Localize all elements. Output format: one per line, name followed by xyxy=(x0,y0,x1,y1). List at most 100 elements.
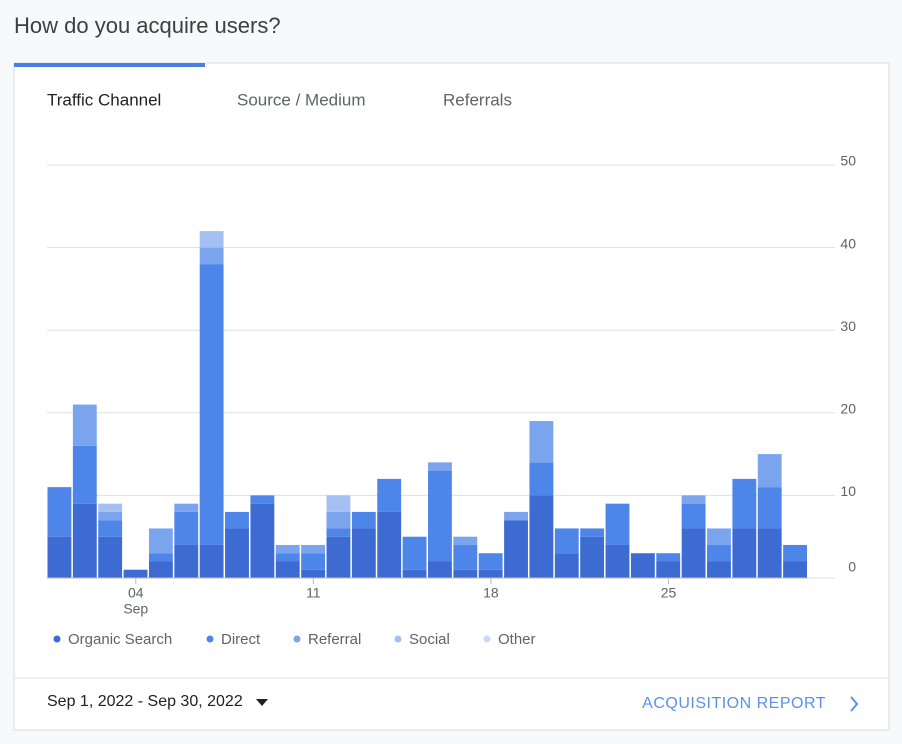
bar-segment xyxy=(351,511,376,529)
bar-segment xyxy=(98,520,123,537)
bar-segment xyxy=(402,536,427,570)
bar-segment xyxy=(174,503,199,512)
legend-dot xyxy=(483,635,491,643)
bar-segment xyxy=(681,528,706,578)
bar-segment xyxy=(732,478,757,529)
y-tick-label: 20 xyxy=(840,401,856,417)
bar-segment xyxy=(275,561,300,578)
y-tick-label: 30 xyxy=(840,318,856,334)
bar-segment xyxy=(148,553,173,562)
bar-segment xyxy=(656,561,681,578)
bar-segment xyxy=(47,536,72,578)
bar-segment xyxy=(98,503,123,512)
x-month-label: Sep xyxy=(123,601,148,617)
bar-segment xyxy=(453,536,478,545)
bar-segment xyxy=(757,454,782,488)
bar-segment xyxy=(428,470,452,562)
bar-segment xyxy=(174,544,199,578)
bar-segment xyxy=(605,503,630,545)
y-tick-label: 10 xyxy=(840,483,856,499)
tab[interactable]: Source / Medium xyxy=(237,90,366,109)
x-tick-label: 04 xyxy=(128,585,144,601)
bar-segment xyxy=(402,569,427,578)
legend-label: Referral xyxy=(308,631,361,648)
bar-segment xyxy=(123,569,148,578)
bar-segment xyxy=(72,503,97,578)
bar-segment xyxy=(605,544,630,578)
y-tick-label: 50 xyxy=(840,153,856,169)
chart: 0 10 20 30 40 50 04 11 18 25 Sep Organic Search Dire… xyxy=(47,153,856,648)
bar-segment xyxy=(630,553,655,578)
bar-segment xyxy=(47,487,72,537)
bar-segment xyxy=(301,544,326,554)
bar-segment xyxy=(707,528,731,545)
bar-segment xyxy=(529,495,554,578)
bar-segment xyxy=(377,511,402,578)
bar-segment xyxy=(580,536,605,578)
y-tick-label: 0 xyxy=(848,559,856,575)
bar-segment xyxy=(326,511,351,529)
bar-segment xyxy=(783,544,807,562)
bar-segment xyxy=(681,503,706,529)
bar-segment xyxy=(453,544,478,570)
bar-segment xyxy=(301,553,326,570)
bar-segment xyxy=(225,528,249,578)
bar-segment xyxy=(554,553,579,578)
tab[interactable]: Referrals xyxy=(443,90,512,109)
y-tick-label: 40 xyxy=(840,235,856,251)
bar-segment xyxy=(757,487,782,529)
bar-segment xyxy=(199,544,224,578)
bar-segment xyxy=(326,536,351,578)
legend-label: Social xyxy=(409,631,450,648)
bar-segment xyxy=(377,478,402,512)
legend-label: Organic Search xyxy=(68,631,172,648)
tab[interactable]: Traffic Channel xyxy=(47,90,161,109)
legend-dot xyxy=(53,635,61,643)
report-link[interactable]: ACQUISITION REPORT xyxy=(642,695,826,712)
bar-segment xyxy=(428,462,452,471)
bar-segment xyxy=(783,561,807,578)
bar-segment xyxy=(275,553,300,562)
bar-segment xyxy=(225,511,249,529)
legend-dot xyxy=(394,635,402,643)
heading: How do you acquire users? xyxy=(14,13,281,38)
card xyxy=(13,62,890,731)
x-tick-label: 25 xyxy=(661,585,677,601)
chevron[interactable] xyxy=(850,696,859,712)
bar-segment xyxy=(199,264,224,545)
bar-segment xyxy=(504,511,528,521)
dropdown-arrow[interactable] xyxy=(256,699,268,706)
bar-segment xyxy=(326,528,351,537)
bar-segment xyxy=(98,536,123,578)
legend-label: Other xyxy=(498,631,536,648)
bar-segment xyxy=(580,528,605,537)
bar-segment xyxy=(681,495,706,504)
legend-label: Direct xyxy=(221,631,261,648)
bar-segment xyxy=(148,561,173,578)
bar-segment xyxy=(275,544,300,554)
bar-segment xyxy=(326,495,351,512)
bar-segment xyxy=(428,561,452,578)
bar-segment xyxy=(656,553,681,562)
bar-segment xyxy=(554,528,579,554)
bar-segment xyxy=(148,528,173,554)
bar-segment xyxy=(351,528,376,578)
bar-segment xyxy=(301,569,326,578)
bar-segment xyxy=(174,511,199,545)
bar-segment xyxy=(199,231,224,248)
date-range[interactable]: Sep 1, 2022 - Sep 30, 2022 xyxy=(47,693,243,710)
bar-segment xyxy=(529,462,554,496)
legend-dot xyxy=(293,635,301,643)
bar-segment xyxy=(529,421,554,463)
bar-segment xyxy=(757,528,782,578)
bar-segment xyxy=(478,553,503,570)
bar-segment xyxy=(707,561,731,578)
bar-segment xyxy=(504,520,528,578)
bar-segment xyxy=(250,503,275,578)
bar-segment xyxy=(250,495,275,504)
x-tick-label: 18 xyxy=(483,585,499,601)
legend-dot xyxy=(206,635,214,643)
bar-segment xyxy=(732,528,757,578)
bar-segment xyxy=(478,569,503,578)
